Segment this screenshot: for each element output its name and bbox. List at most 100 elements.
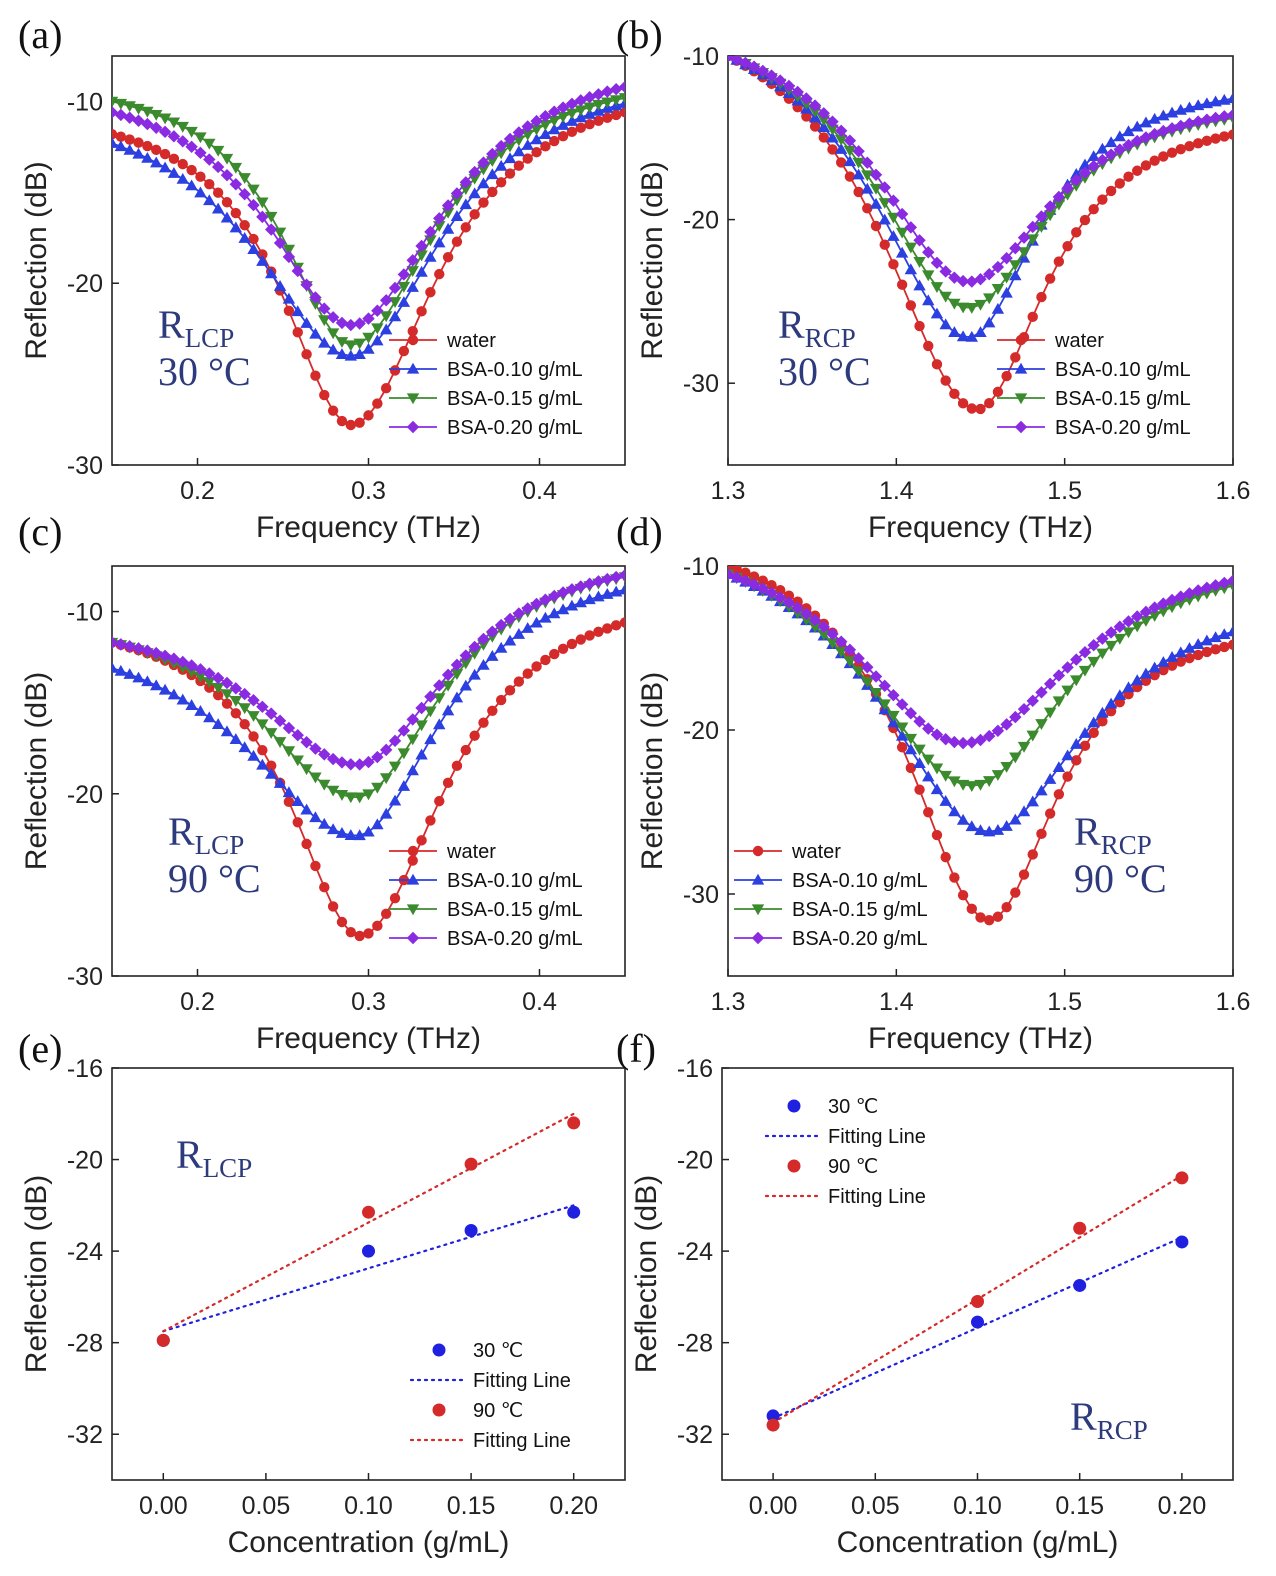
data-point [826,638,839,650]
data-point [256,719,269,731]
data-point [112,636,119,649]
data-point [1000,718,1013,731]
legend-label: 90 ℃ [473,1400,523,1422]
data-point [739,56,752,70]
data-point [309,327,322,339]
legend-marker [407,845,419,857]
data-point [539,593,552,606]
data-point [827,144,838,155]
data-point [291,264,304,278]
data-point [974,824,987,836]
x-tick-label: 0.3 [351,477,386,505]
data-point [353,317,366,330]
data-point [407,855,418,866]
data-point [459,679,472,691]
data-point [309,811,322,823]
data-point [397,268,411,281]
x-tick-label: 1.3 [711,988,746,1016]
data-point [1009,269,1022,281]
x-axis-label: Concentration (g/mL) [837,1526,1119,1559]
data-point [1113,143,1127,156]
data-point [220,676,234,690]
data-point [879,239,890,250]
data-point [1165,651,1179,662]
data-point [362,755,375,769]
data-point [817,107,830,120]
data-point [1113,620,1127,633]
data-point [584,630,595,641]
data-point [1131,674,1144,686]
data-point [983,825,996,837]
data-point [406,713,419,726]
data-point [379,323,393,335]
data-point [494,139,508,153]
data-point [1131,134,1144,148]
data-point [1165,602,1179,614]
data-point [530,124,543,136]
data-point [835,157,847,168]
data-point [948,776,961,788]
legend-label: BSA-0.15 g/mL [1055,388,1191,410]
data-point [283,305,295,316]
plot-area [112,80,625,431]
data-point [1191,591,1205,603]
data-point [487,705,498,716]
data-point [974,272,987,286]
data-point [974,299,987,311]
data-point [747,578,761,591]
legend-label: BSA-0.10 g/mL [792,870,928,892]
data-point [300,317,313,328]
data-point [971,1294,984,1308]
data-point [747,60,761,73]
y-tick-label: -16 [67,1055,103,1083]
data-point [1017,805,1031,817]
data-point [388,794,402,806]
y-tick-label: -24 [677,1238,713,1266]
data-point [1157,124,1170,138]
data-point [539,128,552,139]
data-point [991,284,1005,295]
data-point [521,120,534,133]
data-point [930,763,944,775]
data-point [265,707,278,720]
data-point [318,817,331,829]
data-point [1165,593,1179,607]
data-point [1104,148,1118,161]
data-point [939,265,952,278]
data-point [728,568,735,581]
data-point [371,334,384,346]
data-point [861,677,874,688]
data-point [503,132,517,146]
legend-label: BSA-0.15 g/mL [792,899,928,921]
data-point [230,207,242,219]
data-point [531,661,542,672]
data-point [592,88,605,101]
data-point [1070,653,1083,666]
data-point [895,207,909,221]
y-tick-label: -28 [67,1330,103,1358]
data-point [1036,828,1047,840]
data-point [530,597,543,611]
legend: water BSA-0.10 g/mL BSA-0.15 g/mL BSA-0.20 … [997,330,1191,439]
data-point [575,634,586,645]
data-point [991,724,1005,737]
data-point [1052,190,1066,204]
data-point [939,318,952,330]
x-axis-label: Frequency (THz) [256,511,481,544]
data-point [167,117,181,129]
data-point [983,776,996,787]
x-axis-label: Frequency (THz) [868,511,1093,544]
data-point [195,171,206,182]
data-point [852,145,865,158]
data-point [965,781,978,792]
legend-label: BSA-0.10 g/mL [447,359,583,381]
data-point [318,302,331,315]
data-point [1192,649,1204,661]
data-point [406,734,419,746]
data-point [335,316,349,330]
data-point [159,148,171,160]
x-tick-label: 1.3 [711,477,746,505]
data-point [878,699,891,711]
data-point [282,244,296,256]
data-point [477,177,490,189]
